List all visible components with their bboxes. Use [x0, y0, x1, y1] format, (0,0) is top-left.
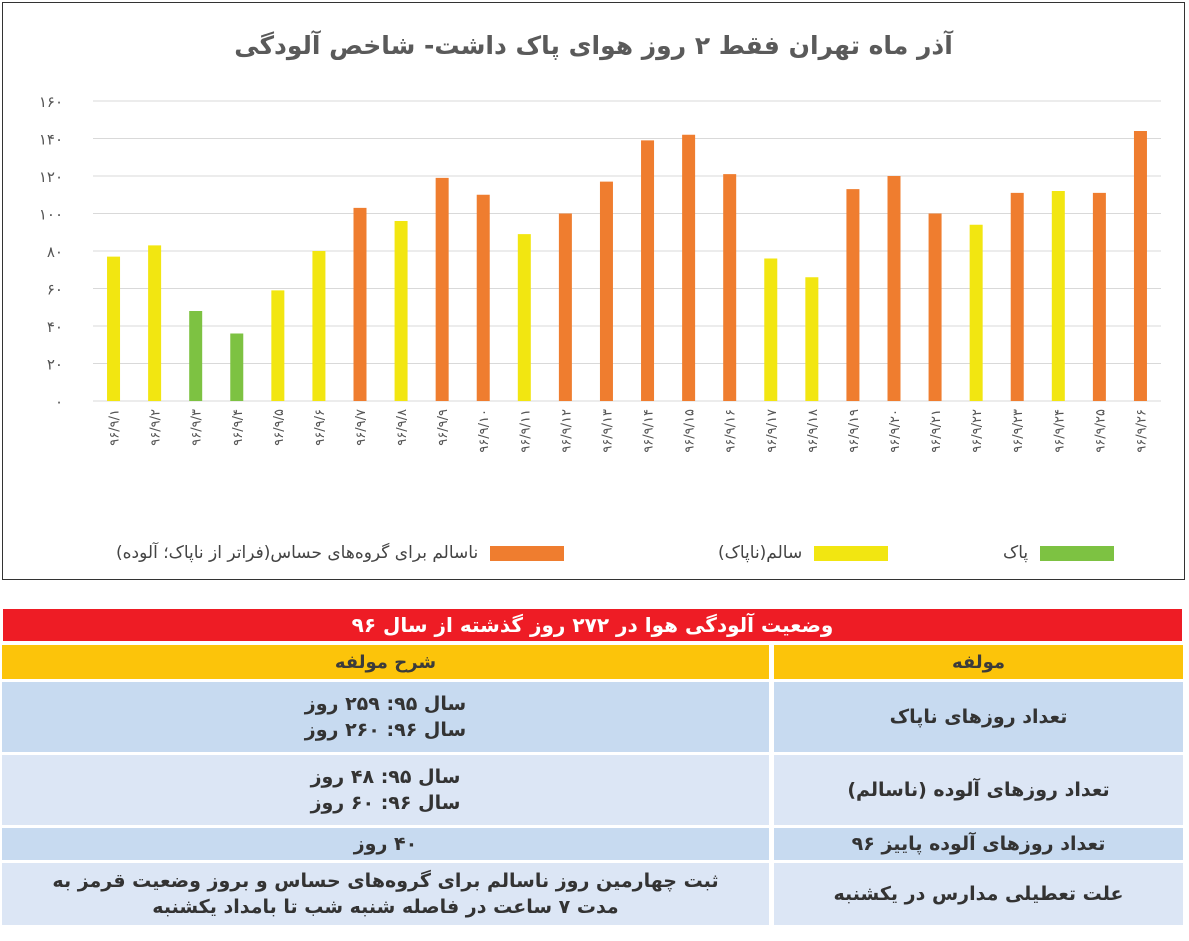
x-tick-label: ۹۶/۹/۲۶ [1134, 409, 1149, 453]
bar [805, 277, 819, 401]
x-tick-label: ۹۶/۹/۷ [354, 409, 369, 446]
chart-panel: آذر ماه تهران فقط ۲ روز هوای پاک داشت- ش… [2, 2, 1185, 580]
header-component: مولفه [769, 645, 1183, 679]
bar [1133, 131, 1147, 401]
bar [682, 134, 696, 401]
row-description: ثبت چهارمین روز ناسالم برای گروه‌های حسا… [2, 863, 769, 925]
bar-chart: ۰ ۲۰ ۴۰ ۶۰ ۸۰ ۱۰۰ ۱۲۰ ۱۴۰ ۱۶۰ ۹۶/۹/۱ ۹۶/۹/۲ ۹۶/۹/۳ ۹… [39, 93, 1161, 453]
x-tick-label: ۹۶/۹/۱۳ [600, 409, 615, 453]
bar [846, 189, 860, 401]
y-tick-label: ۲۰ [47, 356, 63, 374]
bar [312, 251, 326, 401]
x-tick-label: ۹۶/۹/۱ [108, 409, 123, 446]
x-tick-label: ۹۶/۹/۲۳ [1011, 409, 1026, 453]
desc-line: سال ۹۶: ۲۶۰ روز [304, 719, 467, 741]
x-tick-label: ۹۶/۹/۱۲ [559, 409, 574, 453]
x-tick-label: ۹۶/۹/۱۱ [518, 409, 533, 453]
legend-swatch-clean [1040, 545, 1115, 561]
x-tick-label: ۹۶/۹/۲۰ [888, 409, 903, 453]
x-tick-label: ۹۶/۹/۱۴ [642, 409, 657, 453]
bar [1051, 191, 1065, 401]
bar [723, 174, 737, 401]
row-description: سال ۹۵: ۴۸ روز سال ۹۶: ۶۰ روز [2, 755, 769, 825]
bar [1010, 192, 1024, 401]
legend-label-clean: پاک [1003, 543, 1029, 563]
table-title: وضعیت آلودگی هوا در ۲۷۲ روز گذشته از سال… [2, 608, 1183, 642]
bar [1092, 192, 1106, 401]
x-tick-label: ۹۶/۹/۹ [436, 409, 451, 446]
bar [476, 194, 490, 401]
desc-line: سال ۹۵: ۲۵۹ روز [304, 693, 467, 715]
x-tick-label: ۹۶/۹/۱۷ [765, 409, 780, 453]
row-description: سال ۹۵: ۲۵۹ روز سال ۹۶: ۲۶۰ روز [2, 682, 769, 752]
x-tick-label: ۹۶/۹/۲۲ [970, 409, 985, 453]
y-tick-label: ۶۰ [47, 281, 63, 299]
bar [394, 221, 408, 401]
row-component: تعداد روزهای ناپاک [769, 682, 1183, 752]
x-tick-label: ۹۶/۹/۱۵ [683, 409, 698, 453]
x-tick-label: ۹۶/۹/۱۸ [806, 409, 821, 453]
row-component: تعداد روزهای آلوده (ناسالم) [769, 755, 1183, 825]
row-description: ۴۰ روز [2, 828, 769, 860]
legend-swatch-healthy [814, 545, 889, 561]
x-tick-label: ۹۶/۹/۶ [313, 409, 328, 446]
y-tick-label: ۱۶۰ [39, 93, 63, 111]
y-tick-label: ۱۰۰ [39, 206, 63, 224]
legend-item-unhealthy: ناسالم برای گروه‌های حساس(فراتر از ناپاک… [116, 540, 565, 566]
bar [928, 213, 942, 401]
table-row: تعداد روزهای آلوده پاییز ۹۶ ۴۰ روز [2, 828, 1183, 860]
y-tick-label: ۴۰ [47, 318, 63, 336]
legend-item-healthy: سالم(ناپاک) [718, 540, 889, 566]
x-tick-label: ۹۶/۹/۲ [149, 409, 164, 446]
bar [764, 258, 778, 401]
row-component: تعداد روزهای آلوده پاییز ۹۶ [769, 828, 1183, 860]
bar [558, 213, 572, 401]
x-tick-label: ۹۶/۹/۱۶ [724, 409, 739, 453]
x-tick-label: ۹۶/۹/۱۰ [477, 409, 492, 453]
legend-item-clean: پاک [1003, 540, 1115, 566]
pollution-status-table: وضعیت آلودگی هوا در ۲۷۲ روز گذشته از سال… [2, 605, 1183, 928]
bar [641, 140, 655, 401]
y-tick-label: ۸۰ [47, 243, 63, 261]
table-row: تعداد روزهای ناپاک سال ۹۵: ۲۵۹ روز سال ۹… [2, 682, 1183, 752]
legend-label-healthy: سالم(ناپاک) [718, 543, 803, 563]
x-tick-label: ۹۶/۹/۴ [231, 409, 246, 446]
y-tick-label: ۱۲۰ [39, 168, 63, 186]
bar [887, 176, 901, 401]
x-tick-label: ۹۶/۹/۸ [395, 409, 410, 446]
chart-title: آذر ماه تهران فقط ۲ روز هوای پاک داشت- ش… [234, 31, 953, 60]
bar [189, 311, 203, 401]
desc-line: سال ۹۵: ۴۸ روز [310, 766, 461, 788]
table-row: علت تعطیلی مدارس در یکشنبه ثبت چهارمین ر… [2, 863, 1183, 925]
legend-label-unhealthy: ناسالم برای گروه‌های حساس(فراتر از ناپاک… [116, 543, 479, 563]
bar [230, 333, 244, 401]
legend-swatch-unhealthy [490, 545, 565, 561]
y-tick-label: ۰ [55, 393, 63, 411]
bar [969, 224, 983, 401]
header-description: شرح مولفه [2, 645, 769, 679]
x-tick-label: ۹۶/۹/۱۹ [847, 409, 862, 453]
x-tick-label: ۹۶/۹/۵ [272, 409, 287, 446]
row-component: علت تعطیلی مدارس در یکشنبه [769, 863, 1183, 925]
bar [435, 177, 449, 401]
desc-line: ۴۰ روز [353, 833, 418, 855]
desc-line: سال ۹۶: ۶۰ روز [310, 792, 461, 814]
bar [353, 207, 367, 401]
desc-line: ثبت چهارمین روز ناسالم برای گروه‌های حسا… [52, 870, 719, 892]
bar [599, 181, 613, 401]
bar [107, 256, 121, 401]
bar [517, 234, 531, 401]
x-tick-label: ۹۶/۹/۲۱ [929, 409, 944, 453]
x-tick-label: ۹۶/۹/۲۵ [1093, 409, 1108, 453]
x-tick-label: ۹۶/۹/۲۴ [1052, 409, 1067, 453]
table-row: تعداد روزهای آلوده (ناسالم) سال ۹۵: ۴۸ ر… [2, 755, 1183, 825]
bar [148, 245, 162, 401]
bar [271, 290, 285, 401]
desc-line: مدت ۷ ساعت در فاصله شنبه شب تا بامداد یک… [152, 896, 619, 918]
x-tick-label: ۹۶/۹/۳ [190, 409, 205, 446]
y-tick-label: ۱۴۰ [39, 131, 63, 149]
